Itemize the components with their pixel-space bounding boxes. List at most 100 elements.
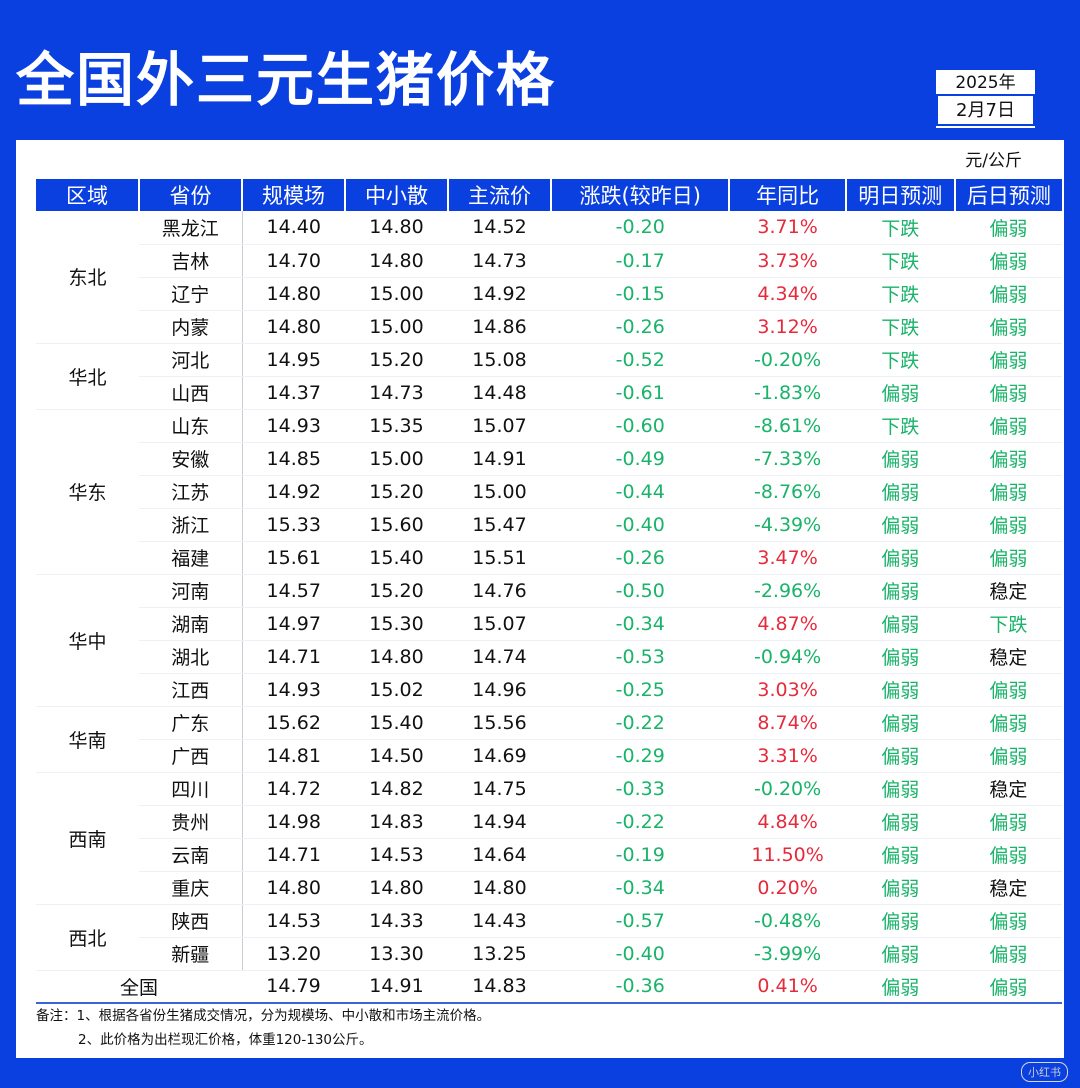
province-cell: 云南	[139, 838, 243, 872]
after-tomorrow-forecast: 偏弱	[954, 475, 1062, 509]
main-price: 15.47	[448, 508, 551, 542]
scale-farm-price: 14.71	[242, 640, 345, 674]
yoy-value: 3.47%	[729, 541, 846, 575]
province-cell: 陕西	[139, 904, 243, 938]
province-cell: 贵州	[139, 805, 243, 839]
scale-farm-price: 15.62	[242, 706, 345, 740]
tomorrow-forecast: 下跌	[845, 409, 955, 443]
header-main-price: 主流价	[447, 179, 551, 211]
region-cell: 华中	[36, 574, 139, 707]
small-farm-price: 15.20	[345, 343, 448, 377]
yoy-value: 0.20%	[729, 871, 846, 905]
tomorrow-forecast: 偏弱	[845, 442, 955, 476]
tomorrow-forecast: 偏弱	[845, 376, 955, 410]
after-tomorrow-forecast: 偏弱	[954, 343, 1062, 377]
main-price: 15.08	[448, 343, 551, 377]
change-value: -0.26	[551, 310, 730, 344]
province-cell: 安徽	[139, 442, 243, 476]
after-tomorrow-forecast: 偏弱	[954, 277, 1062, 311]
yoy-value: -3.99%	[729, 937, 846, 971]
small-farm-price: 14.50	[345, 739, 448, 773]
after-tomorrow-forecast: 偏弱	[954, 211, 1062, 245]
yoy-value: 3.03%	[729, 673, 846, 707]
small-farm-price: 15.30	[345, 607, 448, 641]
after-tomorrow-forecast: 偏弱	[954, 970, 1062, 1004]
change-value: -0.34	[551, 871, 730, 905]
tomorrow-forecast: 偏弱	[845, 640, 955, 674]
tomorrow-forecast: 偏弱	[845, 772, 955, 806]
tomorrow-forecast: 偏弱	[845, 706, 955, 740]
small-farm-price: 15.00	[345, 310, 448, 344]
table-row: 江西 14.93 15.02 14.96 -0.25 3.03% 偏弱 偏弱	[36, 673, 1062, 707]
date-day: 2月7日	[936, 96, 1035, 126]
main-price: 13.25	[448, 937, 551, 971]
province-cell: 河南	[139, 574, 243, 608]
change-value: -0.17	[551, 244, 730, 278]
table-row: 东北 黑龙江 14.40 14.80 14.52 -0.20 3.71% 下跌 偏弱	[36, 211, 1062, 344]
after-tomorrow-forecast: 稳定	[954, 772, 1062, 806]
small-farm-price: 14.73	[345, 376, 448, 410]
scale-farm-price: 14.93	[242, 673, 345, 707]
after-tomorrow-forecast: 偏弱	[954, 739, 1062, 773]
after-tomorrow-forecast: 偏弱	[954, 541, 1062, 575]
scale-farm-price: 14.72	[242, 772, 345, 806]
region-cell: 西北	[36, 904, 139, 971]
after-tomorrow-forecast: 稳定	[954, 640, 1062, 674]
small-farm-price: 15.20	[345, 574, 448, 608]
tomorrow-forecast: 下跌	[845, 211, 955, 245]
table-row: 西南 四川 14.72 14.82 14.75 -0.33 -0.20% 偏弱 稳定	[36, 772, 1062, 905]
table-row: 福建 15.61 15.40 15.51 -0.26 3.47% 偏弱 偏弱	[36, 541, 1062, 575]
table-row: 安徽 14.85 15.00 14.91 -0.49 -7.33% 偏弱 偏弱	[36, 442, 1062, 476]
date-box: 2025年 2月7日	[935, 69, 1036, 129]
small-farm-price: 14.80	[345, 640, 448, 674]
region-cell: 西南	[36, 772, 139, 905]
small-farm-price: 15.35	[345, 409, 448, 443]
province-cell: 湖南	[139, 607, 243, 641]
table-row: 浙江 15.33 15.60 15.47 -0.40 -4.39% 偏弱 偏弱	[36, 508, 1062, 542]
tomorrow-forecast: 偏弱	[845, 739, 955, 773]
scale-farm-price: 14.70	[242, 244, 345, 278]
after-tomorrow-forecast: 偏弱	[954, 508, 1062, 542]
change-value: -0.53	[551, 640, 730, 674]
tomorrow-forecast: 偏弱	[845, 871, 955, 905]
main-price: 14.75	[448, 772, 551, 806]
tomorrow-forecast: 偏弱	[845, 904, 955, 938]
after-tomorrow-forecast: 偏弱	[954, 937, 1062, 971]
main-price: 14.52	[448, 211, 551, 245]
small-farm-price: 14.91	[345, 970, 448, 1004]
table-row: 云南 14.71 14.53 14.64 -0.19 11.50% 偏弱 偏弱	[36, 838, 1062, 872]
province-cell: 湖北	[139, 640, 243, 674]
change-value: -0.40	[551, 508, 730, 542]
small-farm-price: 15.00	[345, 277, 448, 311]
scale-farm-price: 14.95	[242, 343, 345, 377]
tomorrow-forecast: 偏弱	[845, 937, 955, 971]
province-cell: 新疆	[139, 937, 243, 971]
province-cell: 浙江	[139, 508, 243, 542]
scale-farm-price: 14.85	[242, 442, 345, 476]
change-value: -0.22	[551, 805, 730, 839]
yoy-value: 8.74%	[729, 706, 846, 740]
province-cell: 江苏	[139, 475, 243, 509]
small-farm-price: 15.40	[345, 706, 448, 740]
yoy-value: -8.76%	[729, 475, 846, 509]
main-price: 14.91	[448, 442, 551, 476]
note-1: 备注：1、根据各省份生猪成交情况，分为规模场、中小散和市场主流价格。	[36, 1008, 491, 1024]
province-cell: 广西	[139, 739, 243, 773]
scale-farm-price: 14.37	[242, 376, 345, 410]
province-cell: 山西	[139, 376, 243, 410]
scale-farm-price: 14.79	[242, 970, 345, 1004]
region-cell: 华南	[36, 706, 139, 773]
notes: 备注：1、根据各省份生猪成交情况，分为规模场、中小散和市场主流价格。 2、此价格…	[36, 1004, 490, 1052]
small-farm-price: 14.82	[345, 772, 448, 806]
watermark-logo: 小红书	[1021, 1062, 1068, 1082]
after-tomorrow-forecast: 偏弱	[954, 706, 1062, 740]
small-farm-price: 15.60	[345, 508, 448, 542]
province-cell: 辽宁	[139, 277, 243, 311]
province-cell: 江西	[139, 673, 243, 707]
price-sheet: 元/公斤 区域 省份 规模场 中小散 主流价 涨跌(较昨日) 年同比 明日预测 …	[16, 140, 1064, 1058]
change-value: -0.60	[551, 409, 730, 443]
yoy-value: 3.71%	[729, 211, 846, 245]
province-cell: 河北	[139, 343, 243, 377]
province-cell: 吉林	[139, 244, 243, 278]
change-value: -0.40	[551, 937, 730, 971]
